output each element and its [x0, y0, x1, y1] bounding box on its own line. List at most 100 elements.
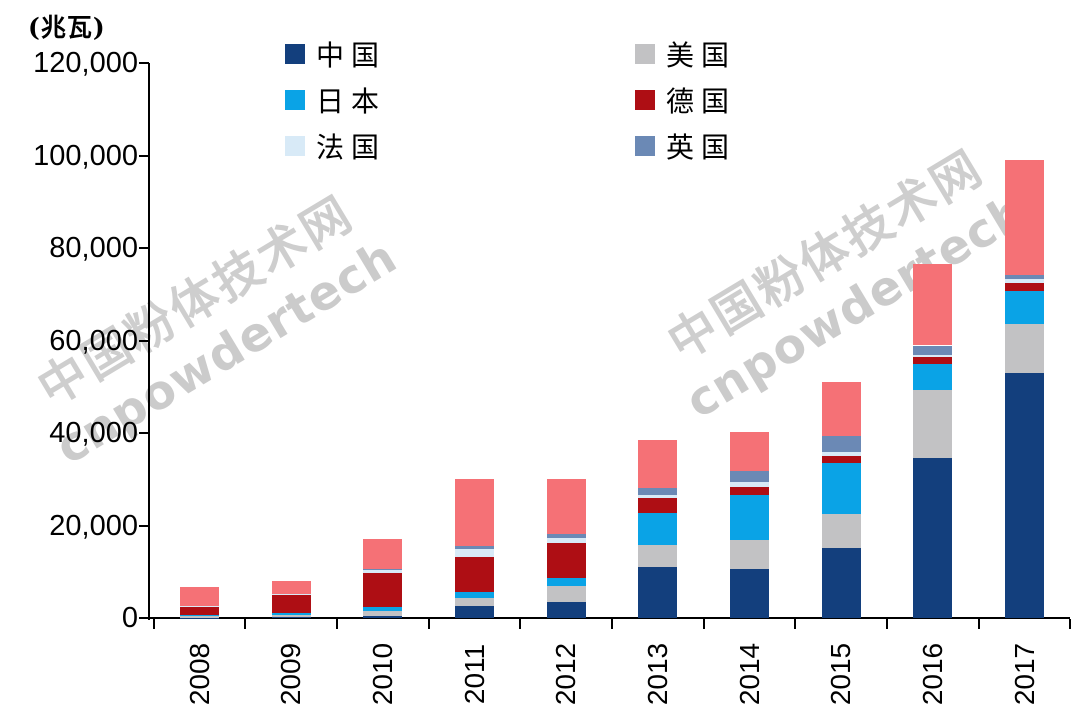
y-tick-label: 100,000	[33, 139, 138, 172]
bar-segment-2013-其他	[638, 439, 678, 489]
legend-label-usa: 美国	[666, 39, 737, 72]
bar-segment-2008-日本	[180, 615, 219, 617]
bar-segment-2016-其他	[913, 263, 953, 346]
bar-segment-2013-德国	[638, 498, 678, 514]
legend-label-japan: 日本	[316, 85, 387, 118]
y-tick-label: 40,000	[49, 417, 138, 449]
bar-segment-2014-日本	[730, 495, 769, 541]
bar-segment-2014-德国	[730, 486, 769, 496]
bar-segment-2015-德国	[821, 456, 861, 464]
x-axis-label-2011: 2011	[458, 643, 490, 705]
bar-segment-2009-德国	[271, 595, 311, 613]
legend-item-usa: 美国	[635, 31, 736, 77]
bar-segment-2017-德国	[1005, 282, 1044, 292]
x-axis-tick	[336, 619, 338, 629]
bar-segment-2012-德国	[546, 543, 586, 579]
x-axis-tick	[886, 619, 889, 629]
y-axis-tick	[139, 524, 149, 527]
bar-segment-2017-中国	[1005, 372, 1044, 618]
bar-segment-2014-美国	[730, 540, 769, 569]
legend-label-france: 法国	[316, 131, 387, 164]
legend-swatch-japan	[285, 90, 305, 110]
bar-segment-2016-中国	[913, 458, 953, 618]
legend-column-2: 美国 德国 英国	[635, 31, 736, 169]
bar-segment-2016-法国	[913, 354, 953, 358]
y-tick-label: 0	[121, 602, 138, 634]
bar-segment-2009-日本	[271, 612, 311, 616]
x-axis-label-2009: 2009	[275, 642, 307, 706]
legend-item-france: 法国	[285, 123, 386, 169]
bar-segment-2013-法国	[638, 495, 678, 499]
x-axis-tick	[244, 619, 247, 629]
bar-segment-2012-美国	[546, 586, 586, 602]
bar-segment-2011-美国	[455, 597, 494, 607]
legend-item-germany: 德国	[635, 77, 736, 123]
bar-segment-2008-德国	[180, 606, 219, 616]
bar-segment-2012-法国	[546, 537, 586, 544]
y-axis-tick	[139, 62, 149, 64]
x-axis-tick	[611, 619, 613, 629]
bar-segment-2008-其他	[180, 587, 219, 606]
x-axis-label-2010: 2010	[366, 642, 398, 706]
x-axis-label-2008: 2008	[183, 642, 215, 706]
bar-segment-2010-美国	[363, 611, 403, 616]
bar-segment-2016-德国	[913, 357, 953, 365]
bar-segment-2011-日本	[455, 591, 494, 598]
y-axis-tick	[139, 617, 149, 619]
y-tick-label: 80,000	[49, 232, 138, 264]
bar-segment-2016-美国	[913, 390, 953, 459]
bar-segment-2010-德国	[363, 572, 403, 607]
bar-segment-2013-美国	[638, 545, 678, 568]
y-axis-tick	[139, 339, 149, 342]
x-axis-label-2016: 2016	[916, 642, 948, 706]
legend-swatch-france	[285, 136, 305, 156]
x-axis-label-2017: 2017	[1008, 642, 1040, 706]
bar-segment-2015-其他	[821, 381, 861, 437]
y-axis-tick	[139, 432, 149, 434]
bar-segment-2010-其他	[363, 539, 403, 570]
x-axis-tick	[977, 619, 980, 629]
bar-segment-2011-其他	[455, 479, 494, 546]
x-axis-tick	[702, 619, 705, 629]
y-axis-tick	[139, 247, 149, 249]
bar-segment-2009-其他	[271, 580, 311, 595]
legend-swatch-china	[285, 44, 305, 64]
bar-segment-2017-美国	[1005, 323, 1044, 373]
legend-label-germany: 德国	[666, 85, 737, 118]
bar-segment-2009-中国	[271, 617, 311, 618]
x-axis-label-2014: 2014	[733, 642, 765, 706]
bar-segment-2015-英国	[821, 436, 861, 453]
bar-segment-2008-美国	[180, 616, 219, 618]
legend-label-uk: 英国	[666, 131, 737, 164]
bar-segment-2015-法国	[821, 452, 861, 457]
bar-segment-2017-其他	[1005, 159, 1044, 275]
bar-segment-2014-中国	[730, 568, 769, 618]
bar-segment-2009-美国	[271, 615, 311, 618]
bar-segment-2015-美国	[821, 514, 861, 548]
bar-segment-2011-英国	[455, 545, 494, 550]
bar-segment-2016-英国	[913, 345, 953, 355]
y-axis-tick	[139, 154, 149, 157]
x-axis-tick	[794, 619, 797, 629]
legend-label-china: 中国	[316, 39, 387, 72]
bar-segment-2012-其他	[546, 479, 586, 534]
legend-swatch-germany	[635, 90, 655, 110]
bar-segment-2013-英国	[638, 488, 678, 496]
legend-item-japan: 日本	[285, 77, 386, 123]
bar-segment-2011-法国	[455, 549, 494, 558]
bar-segment-2014-法国	[730, 482, 769, 487]
bar-segment-2010-中国	[363, 615, 403, 618]
bar-segment-2010-法国	[363, 569, 403, 573]
legend-item-china: 中国	[285, 31, 386, 77]
legend-swatch-uk	[635, 136, 655, 156]
x-axis-tick	[519, 619, 522, 629]
x-axis-label-2015: 2015	[825, 642, 857, 706]
legend-item-uk: 英国	[635, 123, 736, 169]
x-axis-tick	[152, 619, 155, 629]
bar-segment-2017-法国	[1005, 278, 1044, 283]
bar-segment-2017-日本	[1005, 291, 1044, 324]
y-tick-label: 60,000	[49, 324, 138, 357]
y-axis-unit-label: (兆瓦)	[28, 13, 106, 42]
